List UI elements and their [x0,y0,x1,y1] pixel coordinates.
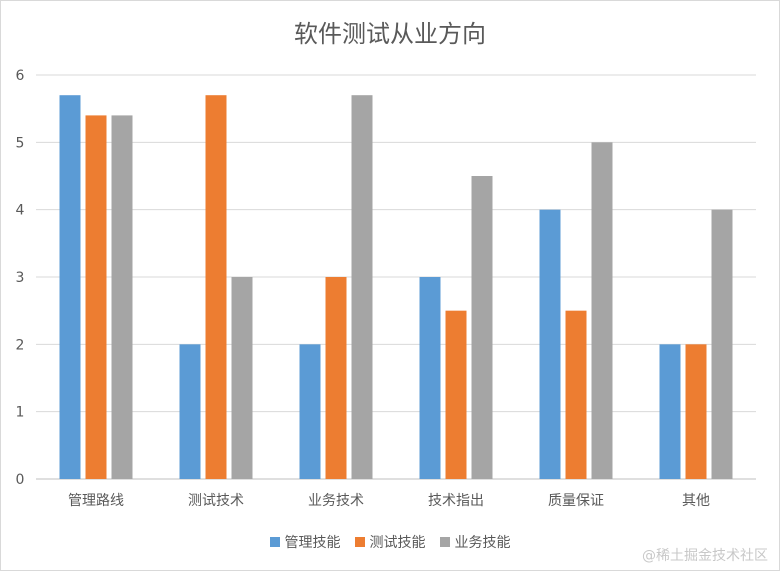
bar-1-1 [205,95,227,479]
legend-swatch [354,537,365,547]
bar-2-0 [111,115,133,480]
bar-0-2 [299,344,321,479]
legend-swatch [439,537,450,547]
y-tick-label: 2 [16,337,25,353]
bar-0-1 [179,344,201,479]
legend-item-1: 测试技能 [354,532,426,552]
legend-item-0: 管理技能 [269,532,341,552]
x-tick-label: 质量保证 [548,493,604,509]
x-tick-label: 技术指出 [428,493,484,509]
chart-title: 软件测试从业方向 [294,20,486,48]
x-tick-label: 其他 [682,493,710,509]
x-tick-label: 业务技术 [308,493,364,509]
bar-2-3 [471,176,493,479]
legend-label: 管理技能 [284,535,341,551]
bar-1-5 [685,344,707,479]
bar-1-0 [85,115,107,480]
bar-1-2 [325,277,347,479]
bar-1-4 [565,310,587,479]
bar-0-0 [59,95,81,479]
bar-0-5 [659,344,681,479]
legend: 管理技能 测试技能 业务技能 [0,532,780,552]
y-tick-label: 6 [16,68,25,84]
bar-0-4 [539,209,561,479]
y-tick-label: 3 [16,270,25,286]
bar-0-3 [419,277,441,479]
x-tick-label: 管理路线 [68,493,124,509]
bar-2-2 [351,95,373,479]
legend-swatch [269,537,280,547]
bar-1-3 [445,310,467,479]
legend-item-2: 业务技能 [439,532,511,552]
legend-label: 业务技能 [454,535,511,551]
x-tick-label: 测试技术 [188,493,244,509]
y-tick-label: 1 [16,405,25,421]
watermark: @稀土掘金技术社区 [642,548,768,564]
y-tick-label: 5 [16,135,25,151]
legend-label: 测试技能 [369,535,426,551]
y-tick-label: 4 [16,203,25,219]
bar-2-1 [231,277,253,479]
bar-2-4 [591,142,613,480]
bar-2-5 [711,209,733,479]
y-tick-label: 0 [16,472,25,488]
